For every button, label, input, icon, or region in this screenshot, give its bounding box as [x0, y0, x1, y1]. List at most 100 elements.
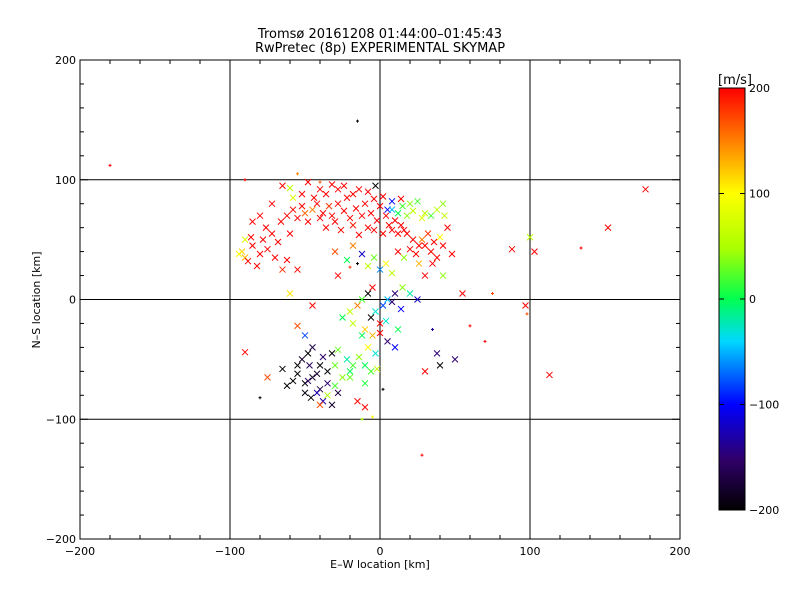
data-point [268, 230, 276, 237]
data-point [370, 226, 378, 234]
data-point [394, 209, 402, 217]
data-point [379, 302, 387, 309]
data-point [421, 272, 429, 279]
data-point [376, 329, 384, 337]
data-point [313, 200, 321, 208]
data-point [331, 248, 339, 255]
data-point [546, 371, 553, 379]
data-point [364, 224, 372, 232]
data-point [241, 348, 249, 356]
data-point [441, 212, 448, 220]
chart-title: Tromsø 20161208 01:44:00–01:45:43 [257, 27, 502, 42]
data-point [108, 163, 112, 167]
data-point [361, 403, 369, 411]
data-point [388, 206, 396, 214]
data-point [316, 362, 324, 369]
data-point [253, 262, 261, 270]
data-point [360, 417, 364, 421]
data-point [436, 362, 444, 369]
x-axis-label: E–W location [km] [330, 558, 430, 571]
data-point [309, 373, 316, 381]
data-point [394, 326, 402, 333]
data-point [294, 322, 301, 330]
data-point [427, 248, 435, 255]
data-point [262, 224, 270, 232]
data-point [372, 182, 379, 190]
data-point [403, 212, 411, 220]
data-point [259, 236, 267, 243]
data-point [331, 218, 339, 226]
data-point [331, 362, 339, 369]
data-point [414, 197, 421, 205]
y-tick-label: −200 [46, 533, 76, 546]
data-point [376, 202, 384, 210]
data-point [371, 415, 374, 419]
data-point [309, 206, 316, 214]
data-point [370, 195, 378, 203]
data-point [349, 242, 357, 249]
data-point [268, 200, 276, 208]
data-point [279, 182, 286, 190]
data-point [324, 379, 331, 387]
data-point [318, 180, 322, 184]
data-point [304, 178, 312, 186]
data-point [388, 298, 396, 306]
data-point [526, 233, 534, 241]
data-point [283, 212, 291, 220]
data-point [319, 353, 327, 361]
data-point [361, 362, 369, 369]
colorbar-ticks: 200 100 0 −100 −200 [719, 82, 779, 517]
data-point [340, 182, 348, 190]
data-point [384, 296, 391, 303]
data-point [522, 302, 529, 309]
data-point [358, 212, 366, 220]
data-point [382, 212, 390, 220]
x-tick-label: −200 [65, 545, 95, 558]
data-point [235, 250, 243, 258]
data-point [349, 221, 357, 229]
data-point [367, 209, 375, 217]
data-point [409, 207, 417, 215]
x-tick-label: 200 [670, 545, 691, 558]
data-point [379, 193, 387, 200]
data-point [525, 312, 529, 316]
data-point [313, 370, 321, 378]
data-point [403, 230, 411, 237]
colorbar-tick-label: 200 [749, 82, 770, 95]
data-point [429, 260, 436, 267]
data-point [324, 391, 331, 399]
data-point [241, 236, 249, 243]
colorbar-tick-label: 0 [749, 293, 756, 306]
data-point [334, 185, 342, 193]
data-point [531, 248, 538, 255]
data-point [286, 290, 294, 297]
data-point [339, 373, 346, 381]
data-point [249, 242, 256, 249]
data-point [286, 230, 294, 237]
data-point [376, 266, 384, 273]
data-point [286, 184, 294, 192]
data-point [406, 290, 414, 297]
data-point [385, 221, 393, 229]
data-point [399, 202, 406, 210]
data-point [339, 314, 346, 321]
data-point [289, 194, 297, 202]
data-point [382, 260, 390, 267]
x-tick-label: −100 [215, 545, 245, 558]
chart-subtitle: RwPretec (8p) EXPERIMENTAL SKYMAP [255, 41, 505, 56]
data-point [306, 362, 313, 369]
data-point [346, 308, 354, 315]
data-point [309, 302, 316, 309]
data-point [328, 350, 336, 357]
data-point [316, 401, 324, 409]
data-points [108, 119, 649, 457]
data-point [364, 262, 372, 270]
data-point [331, 382, 339, 390]
data-point [579, 246, 583, 250]
y-axis-label: N–S location [km] [30, 251, 43, 348]
data-point [304, 350, 312, 357]
data-point [337, 226, 345, 234]
data-point [271, 254, 279, 261]
data-point [279, 365, 286, 373]
